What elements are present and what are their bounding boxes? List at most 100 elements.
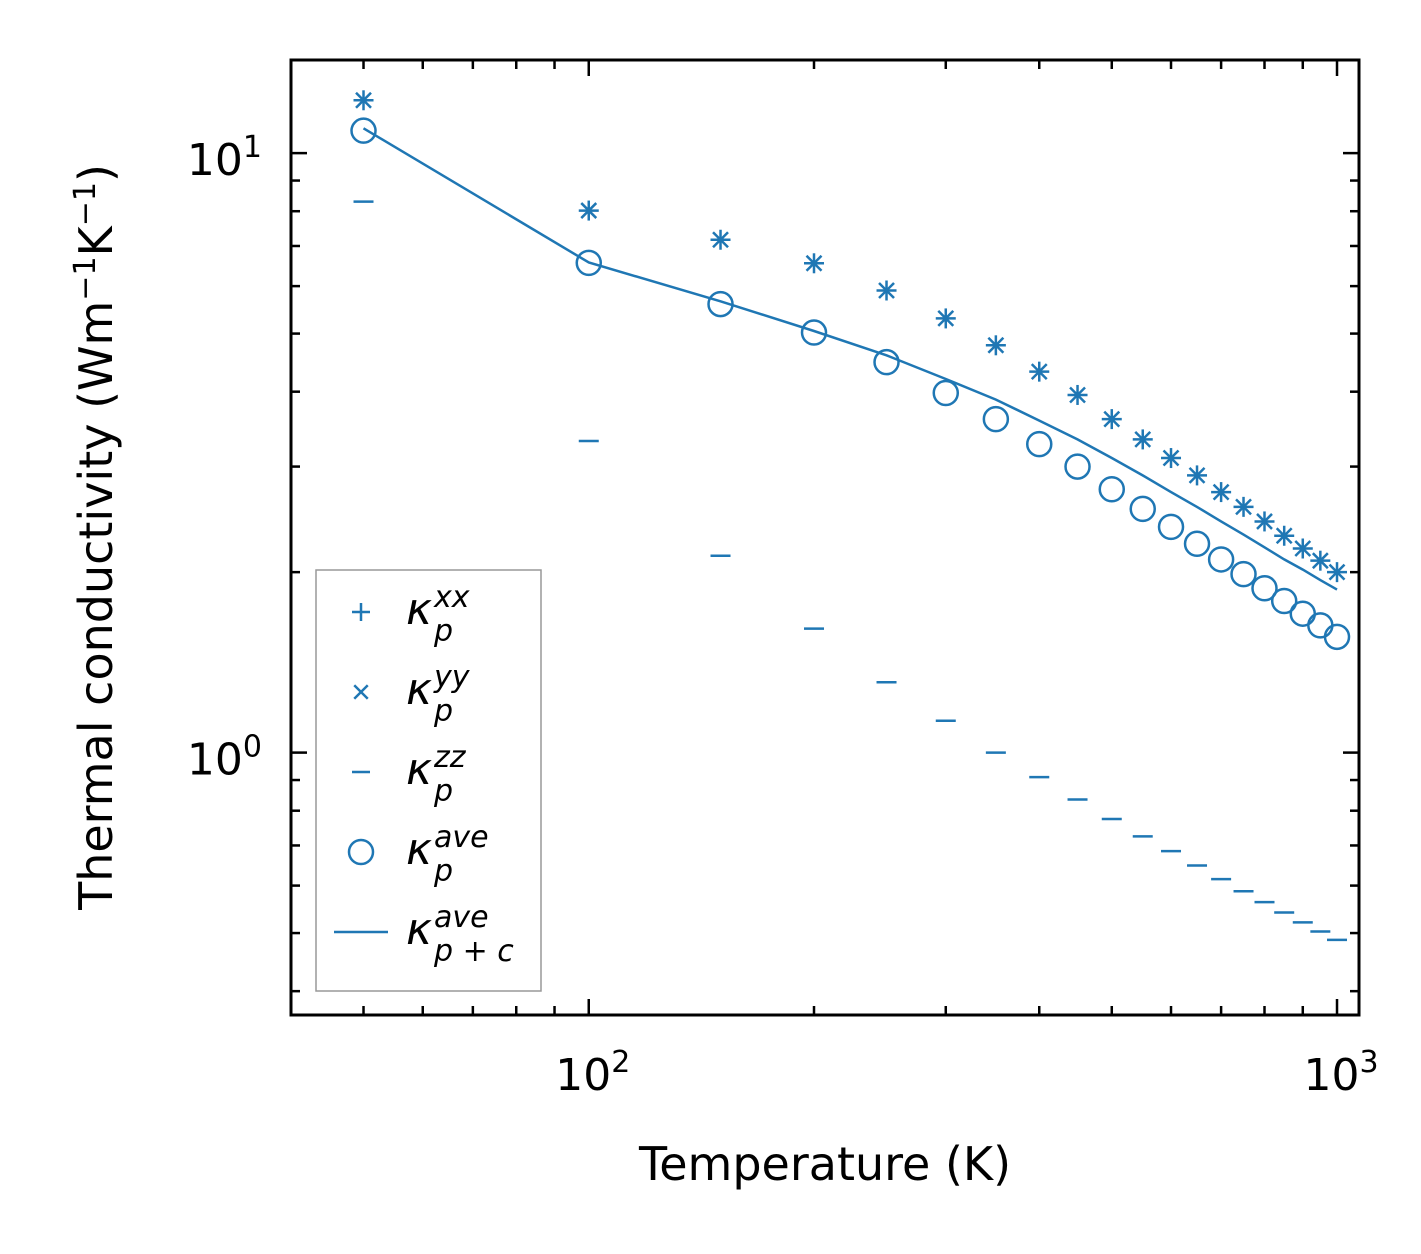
point-kave (1129, 495, 1156, 523)
point-kyy (1235, 498, 1252, 516)
x-tick-label: 103 (1303, 1045, 1378, 1101)
y-tick-base: 10 (187, 735, 243, 786)
point-kyy-b (1103, 410, 1121, 428)
point-kave (1230, 560, 1257, 588)
x-tick-labels: 102 103 (555, 1045, 1378, 1101)
point-kyy-b (1162, 449, 1180, 467)
legend-label-sup: ave (434, 900, 489, 935)
legend-swatch-kave (347, 838, 375, 866)
point-kyy (1188, 467, 1206, 484)
point-kyy-b (1188, 467, 1206, 484)
point-kyy (987, 336, 1005, 354)
point-kave (1251, 575, 1278, 602)
point-kyy (1328, 563, 1346, 581)
legend-label-kxx: κxx p (406, 580, 470, 649)
legend-label-kzz: κzz p (406, 740, 467, 809)
legend-label-kave: κave p (406, 820, 489, 889)
point-kyy-b (1212, 483, 1230, 501)
legend-label-sup: ave (434, 820, 489, 855)
legend-swatch-kxx (352, 603, 370, 621)
point-kyy-b (355, 91, 372, 109)
legend-label-base: κ (406, 664, 432, 715)
point-kave (932, 379, 960, 407)
point-kyy (878, 282, 895, 299)
point-kyy-b (1328, 563, 1346, 581)
legend-label-sub: p + c (433, 934, 514, 969)
legend-entry-kave_pc: κave p + c (334, 900, 514, 969)
plot-series (350, 90, 1351, 942)
series-line-kave_pc (362, 127, 1338, 591)
point-kyy-b (580, 202, 598, 219)
legend-entry-kave: κave p (347, 820, 489, 889)
x-tick-exp: 3 (1359, 1045, 1378, 1080)
y-axis-label-mid: K (69, 224, 123, 256)
y-axis-label-exp2: −1 (68, 182, 103, 226)
legend-label-sup: xx (433, 580, 470, 615)
point-kave (1064, 453, 1091, 480)
y-axis-label-exp1: −1 (68, 256, 103, 300)
point-kyy (1030, 363, 1048, 381)
point-kyy (1069, 386, 1086, 404)
legend-swatch-kyy (353, 684, 369, 700)
legend-label-sup: yy (433, 660, 471, 695)
point-kyy (805, 254, 823, 272)
y-tick-base: 10 (187, 135, 243, 186)
y-tick-exp: 0 (243, 730, 262, 765)
plot-frame (289, 58, 1361, 1017)
point-kave (1157, 513, 1185, 541)
point-kave (1098, 475, 1126, 503)
series-kyy (355, 91, 1346, 581)
point-kyy (1275, 527, 1293, 545)
legend-label-sub: p (433, 854, 453, 889)
point-kyy (580, 202, 598, 219)
point-kyy (937, 310, 955, 327)
x-tick-base: 10 (555, 1050, 611, 1101)
point-kyy (1311, 552, 1329, 570)
point-kyy (1162, 449, 1180, 467)
y-tick-exp: 1 (243, 130, 262, 165)
y-tick-label: 101 (187, 130, 262, 186)
point-kyy-b (805, 254, 823, 272)
y-tick-label: 100 (187, 730, 262, 786)
point-kyy-b (937, 310, 955, 327)
x-tick-label: 102 (555, 1045, 630, 1101)
point-kyy (1294, 540, 1312, 557)
point-kave (1183, 530, 1211, 558)
point-kyy (1134, 431, 1152, 448)
x-tick-exp: 2 (611, 1045, 630, 1080)
series-kave (350, 117, 1351, 651)
legend-label-base: κ (406, 584, 432, 635)
legend-label-kyy: κyy p (406, 660, 471, 729)
point-kyy-b (987, 336, 1005, 354)
y-axis-label: Thermal conductivity (Wm−1K−1) (68, 164, 124, 911)
point-kyy-b (1069, 386, 1086, 404)
legend-label-sub: p (433, 614, 453, 649)
point-kyy (712, 231, 729, 249)
series-kzz (353, 200, 1348, 942)
legend-label-base: κ (406, 824, 432, 875)
point-kyy-b (1294, 540, 1312, 557)
point-kave (873, 348, 900, 376)
legend-entry-kyy: κyy p (353, 660, 471, 729)
legend-label-base: κ (406, 744, 432, 795)
point-kyy-b (1030, 363, 1048, 381)
legend-label-base: κ (406, 904, 432, 955)
legend-swatch-kyy-b (353, 684, 369, 700)
legend-label-kave_pc: κave p + c (406, 900, 514, 969)
legend-label-sub: p (433, 694, 453, 729)
point-kyy (1103, 410, 1121, 428)
legend-entry-kzz: κzz p (352, 740, 467, 809)
legend-frame (315, 569, 542, 992)
point-kyy-b (1311, 552, 1329, 570)
point-kave (1207, 546, 1235, 573)
point-kave (982, 405, 1010, 433)
point-kyy (1212, 483, 1230, 501)
y-axis-label-main: Thermal conductivity (Wm (69, 301, 123, 911)
series-kave_pc (362, 127, 1338, 591)
point-kyy-b (1235, 498, 1252, 516)
legend-label-sup: zz (433, 740, 467, 775)
